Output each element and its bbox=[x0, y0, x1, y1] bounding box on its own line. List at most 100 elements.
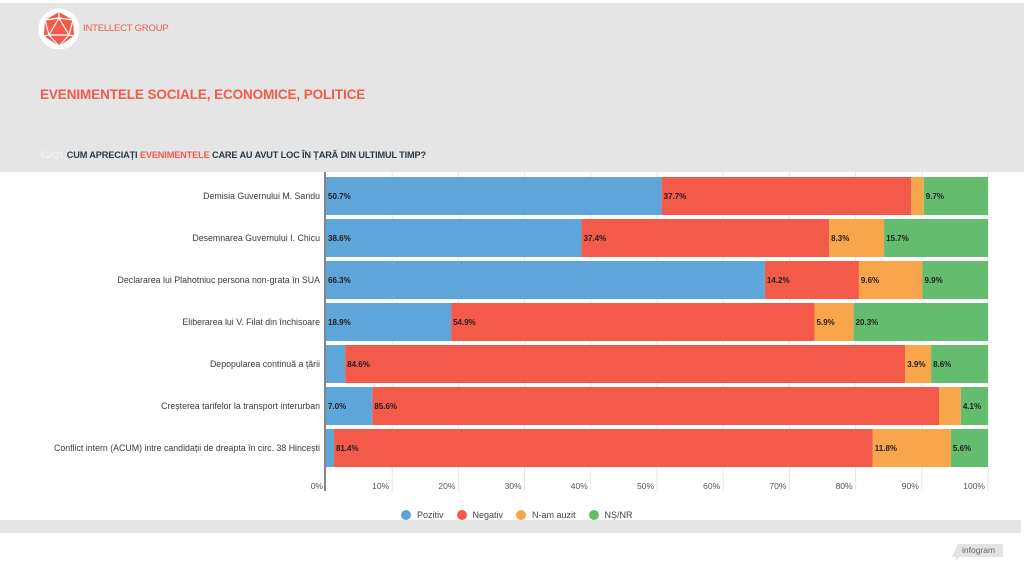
legend: Pozitiv Negativ N-am auzit NȘ/NR bbox=[401, 508, 646, 522]
bar-segment-pozitiv[interactable] bbox=[326, 219, 582, 257]
legend-item-ns-nr[interactable]: NȘ/NR bbox=[588, 510, 633, 520]
bar-segment-pozitiv[interactable] bbox=[326, 429, 334, 467]
x-tick-label: 80% bbox=[836, 481, 853, 491]
data-label: 15.7% bbox=[886, 234, 909, 243]
bar-segment-n-nr[interactable] bbox=[923, 177, 988, 215]
x-tick-label: 70% bbox=[769, 481, 786, 491]
bar-segment-n-nr[interactable] bbox=[950, 429, 988, 467]
x-tick-label: 90% bbox=[902, 481, 919, 491]
bar-segment-negativ[interactable] bbox=[581, 219, 830, 257]
data-label: 37.7% bbox=[664, 192, 687, 201]
infogram-badge[interactable]: infogram bbox=[952, 544, 1004, 557]
bar-segment-negativ[interactable] bbox=[333, 429, 873, 467]
bars bbox=[326, 177, 988, 467]
bar-segment-negativ[interactable] bbox=[372, 387, 940, 425]
bar-segment-n-am-auzit[interactable] bbox=[905, 345, 932, 383]
bar-segment-n-am-auzit[interactable] bbox=[829, 219, 885, 257]
data-label: 9.6% bbox=[861, 276, 879, 285]
question-highlight: EVENIMENTELE bbox=[139, 150, 210, 160]
bar-segment-pozitiv[interactable] bbox=[326, 303, 452, 341]
footer-band bbox=[0, 520, 1021, 533]
data-label: 8.6% bbox=[933, 360, 951, 369]
category-label: Eliberarea lui V. Filat din închisoare bbox=[182, 317, 320, 327]
bar-segment-n-nr[interactable] bbox=[960, 387, 988, 425]
brand-name: INTELLECT GROUP bbox=[83, 23, 169, 34]
x-tick-label: 30% bbox=[505, 481, 522, 491]
category-label: Depopularea continuă a țării bbox=[210, 359, 320, 369]
data-label: 38.6% bbox=[328, 234, 351, 243]
legend-label: Negativ bbox=[472, 510, 504, 520]
category-label: Declararea lui Plahotniuc persona non-gr… bbox=[118, 275, 321, 285]
bar-segment-pozitiv[interactable] bbox=[326, 261, 765, 299]
category-labels: Demisia Guvernului M. Sandu Desemnarea Gu… bbox=[54, 191, 320, 453]
category-label: Conflict intern (ACUM) intre candidații … bbox=[54, 443, 320, 453]
category-label: Demisia Guvernului M. Sandu bbox=[203, 191, 320, 201]
bar-segment-negativ[interactable] bbox=[764, 261, 859, 299]
bar-segment-pozitiv[interactable] bbox=[326, 345, 346, 383]
x-tick-label: 20% bbox=[438, 481, 455, 491]
data-label: 50.7% bbox=[328, 192, 351, 201]
data-label: 3.9% bbox=[907, 360, 925, 369]
data-label: 37.4% bbox=[584, 234, 607, 243]
data-labels: 50.7% 37.7% 9.7% 38.6% 37.4% 8.3% 15.7% 66.3% 14… bbox=[328, 192, 981, 453]
bar-segment-n-nr[interactable] bbox=[884, 219, 988, 257]
bar-segment-pozitiv[interactable] bbox=[326, 387, 373, 425]
question-suffix: CARE AU AVUT LOC ÎN ȚARĂ DIN ULTIMUL TIM… bbox=[211, 150, 426, 160]
bar-segment-n-nr[interactable] bbox=[931, 345, 988, 383]
data-label: 11.8% bbox=[875, 444, 897, 453]
bar-segment-negativ[interactable] bbox=[451, 303, 815, 341]
x-tick-label: 60% bbox=[703, 481, 720, 491]
bar-segment-pozitiv[interactable] bbox=[326, 177, 662, 215]
data-label: 7.0% bbox=[328, 402, 346, 411]
data-label: 66.3% bbox=[328, 276, 351, 285]
legend-item-negativ[interactable]: Negativ bbox=[456, 510, 504, 520]
x-tick-label: 50% bbox=[637, 481, 654, 491]
legend-label: Pozitiv bbox=[417, 510, 444, 520]
bar-segment-negativ[interactable] bbox=[661, 177, 912, 215]
x-tick-label: 100% bbox=[963, 481, 985, 491]
bar-segment-n-nr[interactable] bbox=[853, 303, 988, 341]
data-label: 85.6% bbox=[374, 402, 397, 411]
bar-segment-n-nr[interactable] bbox=[922, 261, 988, 299]
legend-item-pozitiv[interactable]: Pozitiv bbox=[401, 510, 444, 520]
category-label: Creșterea tarifelor la transport interur… bbox=[161, 401, 320, 411]
data-label: 84.6% bbox=[347, 360, 370, 369]
icosahedron-logo-icon bbox=[38, 8, 80, 50]
data-label: 8.3% bbox=[831, 234, 849, 243]
bar-segment-n-am-auzit[interactable] bbox=[911, 177, 924, 215]
data-label: 20.3% bbox=[856, 318, 879, 327]
question-text: IG/Q1 CUM APRECIAȚI EVENIMENTELE CARE AU … bbox=[40, 150, 426, 160]
badge-tail bbox=[956, 556, 960, 561]
x-tick-label: 40% bbox=[571, 481, 588, 491]
data-label: 4.1% bbox=[963, 402, 981, 411]
data-label: 14.2% bbox=[767, 276, 790, 285]
bar-segment-negativ[interactable] bbox=[345, 345, 906, 383]
x-axis-ticks: 0% 10% 20% 30% 40% 50% 60% 70% 80% 90% 100% bbox=[311, 481, 986, 491]
legend-dot-negativ bbox=[456, 510, 467, 520]
bar-segment-n-am-auzit[interactable] bbox=[858, 261, 923, 299]
data-label: 54.9% bbox=[453, 318, 476, 327]
question-prefix: CUM APRECIAȚI bbox=[66, 150, 138, 160]
data-label: 9.7% bbox=[926, 192, 944, 201]
x-tick-label: 10% bbox=[372, 481, 389, 491]
bar-segment-n-am-auzit[interactable] bbox=[814, 303, 854, 341]
legend-label: NȘ/NR bbox=[604, 510, 633, 520]
bar-segment-n-am-auzit[interactable] bbox=[872, 429, 951, 467]
legend-label: N-am auzit bbox=[532, 510, 576, 520]
category-label: Desemnarea Guvernului I. Chicu bbox=[192, 233, 320, 243]
data-label: 5.6% bbox=[953, 444, 971, 453]
legend-dot-nam-auzit bbox=[516, 510, 527, 520]
data-label: 81.4% bbox=[336, 444, 359, 453]
legend-item-nam-auzit[interactable]: N-am auzit bbox=[516, 510, 576, 520]
legend-dot-ns-nr bbox=[588, 510, 599, 520]
data-label: 5.9% bbox=[817, 318, 835, 327]
page-title: EVENIMENTELE SOCIALE, ECONOMICE, POLITIC… bbox=[40, 87, 366, 102]
bar-segment-n-am-auzit[interactable] bbox=[939, 387, 961, 425]
legend-dot-pozitiv bbox=[401, 510, 411, 520]
data-label: 9.9% bbox=[924, 276, 942, 285]
header-background bbox=[0, 3, 1024, 172]
question-code: IG/Q1 bbox=[40, 150, 64, 160]
data-label: 18.9% bbox=[328, 318, 351, 327]
x-tick-label: 0% bbox=[311, 481, 324, 491]
